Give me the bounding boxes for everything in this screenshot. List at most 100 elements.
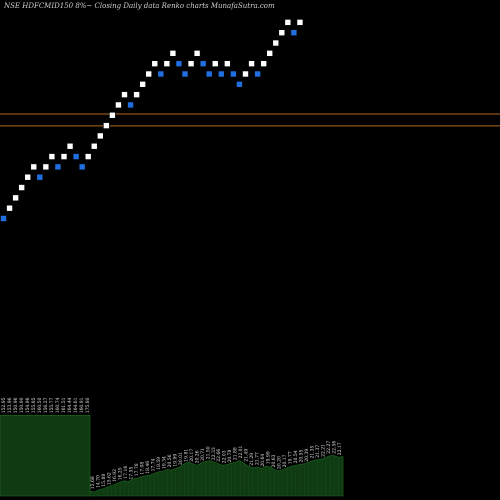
renko-brick-up — [24, 173, 32, 181]
renko-brick-up — [66, 142, 74, 150]
volume-label-high: 150.96 — [13, 397, 19, 413]
renko-brick-up — [163, 60, 171, 67]
volume-label: 17.74 — [150, 458, 156, 471]
volume-label: 19.99 — [172, 454, 178, 467]
volume-high-block — [0, 415, 91, 497]
renko-brick-up — [30, 163, 38, 171]
volume-label-high: 154.96 — [25, 397, 31, 413]
renko-brick-up — [97, 132, 104, 140]
volume-label-high: 156.27 — [43, 397, 49, 413]
renko-brick-up — [109, 111, 116, 119]
renko-brick-up — [242, 70, 249, 78]
volume-panel — [0, 415, 344, 497]
volume-label: 21.29 — [249, 453, 255, 466]
volume-label: 16.25 — [117, 467, 123, 480]
renko-brick-down — [54, 163, 62, 171]
volume-label-high: 160.74 — [55, 397, 61, 413]
volume-label: 20.17 — [282, 454, 288, 467]
renko-brick-down — [78, 163, 86, 171]
volume-area — [89, 455, 344, 497]
volume-label: 21.50 — [205, 446, 211, 459]
volume-label-high: 152.95 — [1, 397, 7, 413]
renko-brick-down — [236, 81, 243, 88]
volume-label: 20.78 — [227, 449, 233, 462]
renko-brick-down — [290, 29, 298, 36]
volume-label: 20.39 — [304, 449, 310, 462]
volume-label: 21.88 — [233, 447, 239, 460]
volume-label: 22.01 — [238, 445, 244, 458]
volume-label-high: 164.61 — [73, 397, 79, 413]
volume-label: 18.59 — [156, 457, 162, 470]
volume-label: 15.62 — [107, 472, 113, 485]
renko-brick-up — [211, 60, 219, 67]
renko-brick-down — [157, 70, 165, 78]
volume-label: 20.55 — [299, 449, 305, 462]
renko-brick-up — [48, 153, 56, 160]
renko-brick-up — [145, 70, 152, 78]
volume-label: 16.92 — [112, 469, 118, 482]
renko-brick-down — [72, 153, 80, 160]
renko-brick-up — [139, 81, 146, 88]
renko-brick-up — [296, 19, 304, 26]
reference-lines — [0, 113, 500, 127]
volume-label: 19.34 — [161, 456, 167, 469]
volume-label: 18.46 — [145, 461, 151, 474]
renko-brick-up — [284, 19, 292, 26]
volume-label: 22.56 — [332, 441, 338, 454]
renko-bricks — [0, 19, 304, 222]
volume-label: 15.68 — [90, 476, 96, 489]
volume-label-high: 161.51 — [61, 397, 67, 413]
renko-brick-up — [18, 184, 25, 191]
volume-label-high: 175.80 — [85, 397, 91, 413]
volume-label: 17.78 — [134, 463, 140, 476]
renko-brick-up — [12, 194, 19, 202]
volume-label: 22.21 — [321, 444, 327, 457]
volume-label: 22.27 — [326, 441, 332, 454]
volume-label: 20.56 — [167, 454, 173, 467]
volume-label-high: 164.44 — [67, 397, 73, 413]
renko-brick-down — [230, 70, 237, 78]
renko-brick-down — [175, 60, 183, 67]
volume-labels: 152.95 153.96 150.96 150.90 154.96 155.85 160.… — [1, 397, 343, 489]
volume-label: 21.35 — [310, 445, 316, 458]
volume-label-high: 150.90 — [19, 397, 25, 413]
renko-brick-up — [60, 153, 68, 160]
renko-brick-up — [103, 122, 110, 129]
volume-label-high: 160.91 — [79, 397, 85, 413]
volume-label-high: 160.50 — [37, 397, 43, 413]
renko-brick-up — [151, 60, 159, 67]
volume-label: 21.49 — [244, 449, 250, 462]
renko-brick-up — [248, 60, 255, 67]
renko-brick-up — [6, 204, 13, 212]
volume-label: 20.63 — [271, 454, 277, 467]
volume-label: 20.26 — [194, 450, 200, 463]
renko-brick-up — [84, 153, 92, 160]
volume-label: 21.37 — [315, 445, 321, 458]
renko-brick-down — [254, 70, 261, 78]
volume-label-high: 153.96 — [7, 397, 13, 413]
volume-label: 14.70 — [96, 475, 102, 488]
renko-brick-down — [0, 215, 7, 222]
chart-title: NSE HDFCMID150 8%~ Closing Daily data Re… — [4, 2, 275, 10]
volume-label: 15.88 — [101, 474, 107, 487]
renko-brick-down — [36, 173, 44, 181]
volume-label-high: 155.85 — [31, 397, 37, 413]
renko-brick-up — [224, 60, 231, 67]
volume-label: 22.03 — [222, 450, 228, 463]
volume-label: 19.99 — [266, 451, 272, 464]
volume-label: 20.71 — [200, 448, 206, 461]
renko-brick-down — [218, 70, 225, 78]
renko-brick-up — [90, 142, 98, 150]
volume-label-high: 155.77 — [49, 397, 55, 413]
renko-brick-down — [181, 70, 189, 78]
renko-brick-down — [199, 60, 207, 67]
volume-label: 19.77 — [288, 451, 294, 464]
volume-label: 20.01 — [178, 452, 184, 465]
renko-brick-up — [193, 50, 201, 57]
volume-label: 20.20 — [277, 456, 283, 469]
renko-brick-up — [133, 91, 140, 98]
volume-label: 22.66 — [216, 449, 222, 462]
renko-brick-up — [187, 60, 195, 67]
renko-brick-down — [127, 101, 134, 109]
